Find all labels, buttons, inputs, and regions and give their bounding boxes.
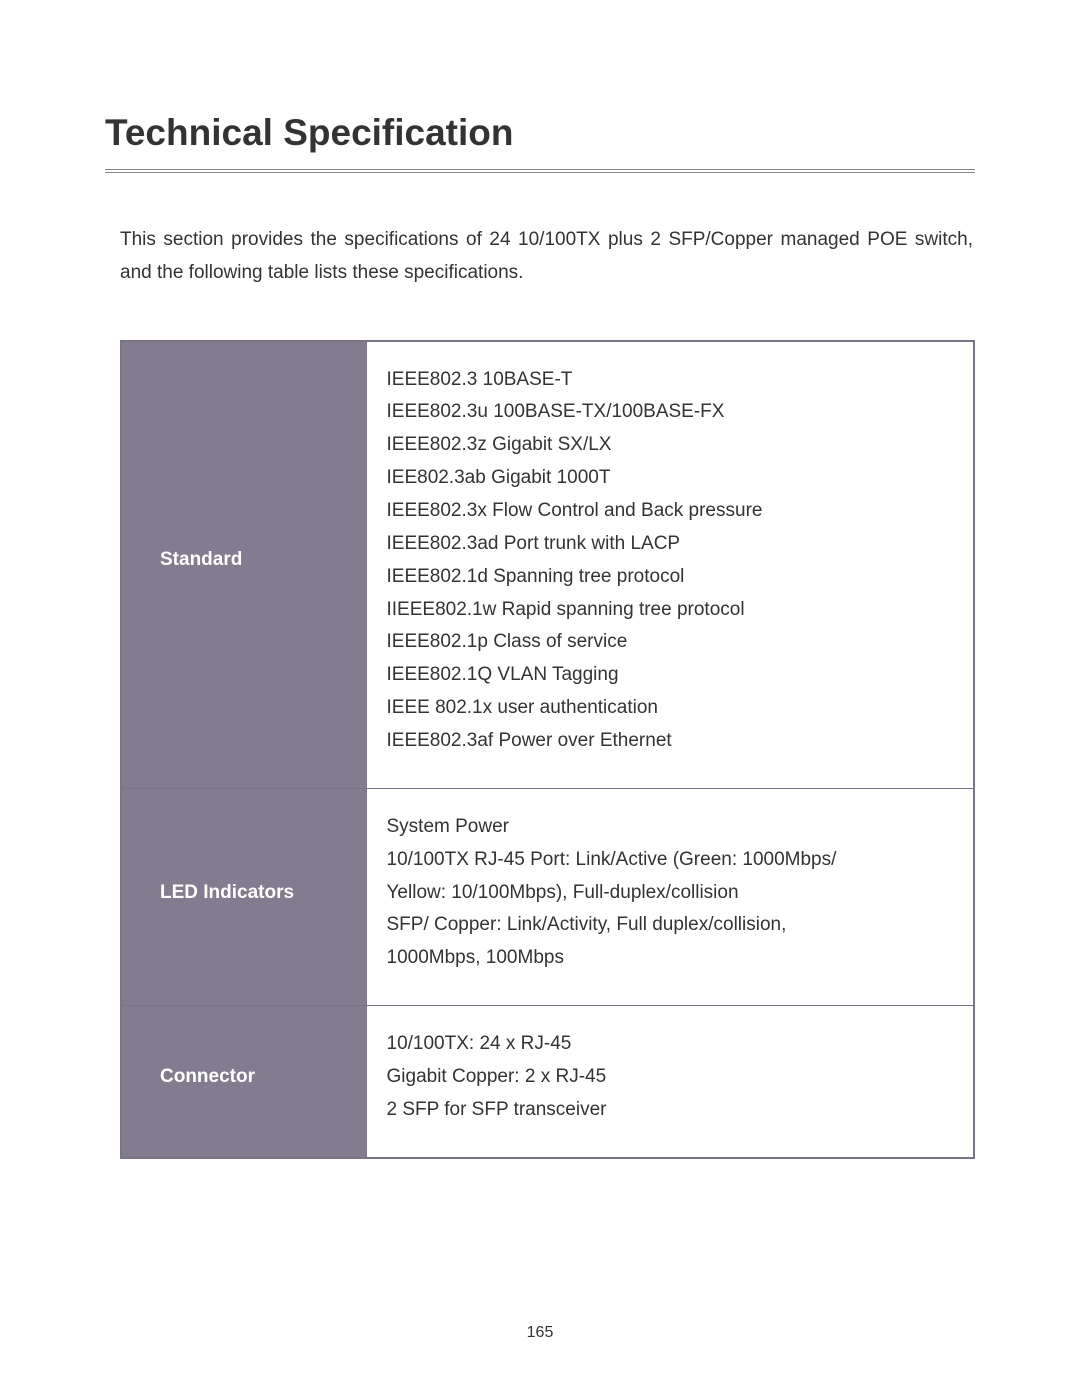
spec-value-line: IIEEE802.1w Rapid spanning tree protocol <box>387 594 956 627</box>
spec-value: System Power10/100TX RJ-45 Port: Link/Ac… <box>366 788 974 1005</box>
spec-value-line: IEEE802.3z Gigabit SX/LX <box>387 429 956 462</box>
spec-value-line: IEEE802.1d Spanning tree protocol <box>387 561 956 594</box>
spec-value: IEEE802.3 10BASE-TIEEE802.3u 100BASE-TX/… <box>366 341 974 789</box>
spec-value-line: Gigabit Copper: 2 x RJ-45 <box>387 1061 956 1094</box>
table-row: StandardIEEE802.3 10BASE-TIEEE802.3u 100… <box>121 341 974 789</box>
spec-value-line: IEEE802.3x Flow Control and Back pressur… <box>387 495 956 528</box>
spec-value-line: Yellow: 10/100Mbps), Full-duplex/collisi… <box>387 877 956 910</box>
spec-value-line: IEEE802.1Q VLAN Tagging <box>387 659 956 692</box>
spec-value: 10/100TX: 24 x RJ-45Gigabit Copper: 2 x … <box>366 1006 974 1158</box>
spec-table-body: StandardIEEE802.3 10BASE-TIEEE802.3u 100… <box>121 341 974 1158</box>
spec-label: Standard <box>121 341 366 789</box>
spec-value-line: IEEE802.3af Power over Ethernet <box>387 725 956 758</box>
spec-value-line: IEE802.3ab Gigabit 1000T <box>387 462 956 495</box>
spec-table: StandardIEEE802.3 10BASE-TIEEE802.3u 100… <box>120 340 975 1159</box>
table-row: LED IndicatorsSystem Power10/100TX RJ-45… <box>121 788 974 1005</box>
spec-value-line: 1000Mbps, 100Mbps <box>387 942 956 975</box>
spec-value-line: 10/100TX: 24 x RJ-45 <box>387 1028 956 1061</box>
spec-value-line: IEEE 802.1x user authentication <box>387 692 956 725</box>
spec-value-line: IEEE802.3u 100BASE-TX/100BASE-FX <box>387 396 956 429</box>
spec-value-line: 10/100TX RJ-45 Port: Link/Active (Green:… <box>387 844 956 877</box>
spec-label: LED Indicators <box>121 788 366 1005</box>
page-number: 165 <box>0 1324 1080 1342</box>
spec-value-line: 2 SFP for SFP transceiver <box>387 1094 956 1127</box>
spec-label: Connector <box>121 1006 366 1158</box>
spec-value-line: System Power <box>387 811 956 844</box>
page-title: Technical Specification <box>105 112 975 154</box>
title-divider <box>105 169 975 173</box>
spec-value-line: SFP/ Copper: Link/Activity, Full duplex/… <box>387 909 956 942</box>
intro-paragraph: This section provides the specifications… <box>105 223 975 290</box>
spec-value-line: IEEE802.1p Class of service <box>387 626 956 659</box>
spec-value-line: IEEE802.3ad Port trunk with LACP <box>387 528 956 561</box>
spec-value-line: IEEE802.3 10BASE-T <box>387 364 956 397</box>
table-row: Connector10/100TX: 24 x RJ-45Gigabit Cop… <box>121 1006 974 1158</box>
